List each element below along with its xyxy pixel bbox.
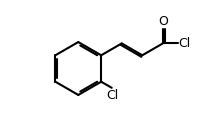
Text: Cl: Cl (178, 37, 191, 50)
Text: Cl: Cl (106, 89, 119, 102)
Text: O: O (158, 15, 168, 28)
